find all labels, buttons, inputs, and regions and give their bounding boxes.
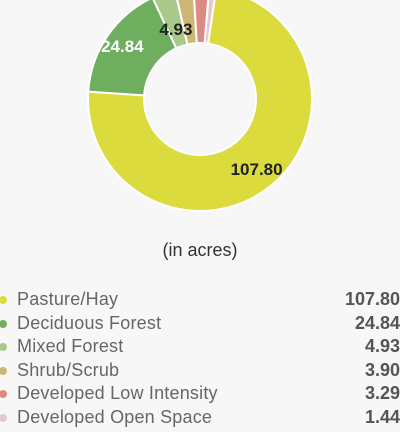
legend-label: Mixed Forest: [17, 336, 124, 357]
legend-label: Developed Open Space: [17, 406, 213, 427]
legend-item[interactable]: Deciduous Forest 24.84: [0, 312, 400, 336]
legend-dot-icon: [0, 390, 7, 399]
donut-slice-1[interactable]: [87, 0, 178, 97]
legend-value: 3.29: [364, 383, 400, 404]
legend-dot-icon: [0, 413, 7, 422]
legend-value: 3.90: [364, 359, 400, 380]
legend-label: Pasture/Hay: [17, 289, 119, 309]
donut-slice-5[interactable]: [203, 0, 217, 45]
legend-label: Deciduous Forest: [17, 312, 162, 333]
legend-dot-icon: [0, 343, 7, 352]
slice-label-2: 4.93: [159, 20, 192, 39]
legend-dot-icon: [0, 296, 7, 304]
legend-dot-icon: [0, 366, 7, 375]
legend-dot-icon: [0, 319, 7, 328]
legend-value: 4.93: [364, 336, 400, 357]
legend: Pasture/Hay 107.80 Deciduous Forest 24.84 Mi…: [0, 288, 400, 430]
legend-value: 1.44: [364, 406, 400, 427]
legend-value: 24.84: [354, 312, 400, 333]
legend-item[interactable]: Shrub/Scrub 3.90: [0, 359, 400, 383]
legend-label: Shrub/Scrub: [17, 359, 120, 380]
donut-slice-0[interactable]: [87, 0, 313, 212]
slice-label-1: 24.84: [101, 37, 144, 56]
legend-item[interactable]: Developed Low Intensity 3.29: [0, 382, 400, 406]
unit-note: (in acres): [162, 240, 238, 260]
legend-value: 107.80: [344, 289, 400, 309]
legend-item[interactable]: Pasture/Hay 107.80: [0, 288, 400, 312]
slice-label-0: 107.80: [231, 160, 283, 179]
legend-item[interactable]: Developed Open Space 1.44: [0, 406, 400, 430]
legend-item[interactable]: Mixed Forest 4.93: [0, 335, 400, 359]
donut-chart: 107.80 24.84 4.93: [87, 0, 313, 212]
legend-label: Developed Low Intensity: [17, 383, 218, 404]
